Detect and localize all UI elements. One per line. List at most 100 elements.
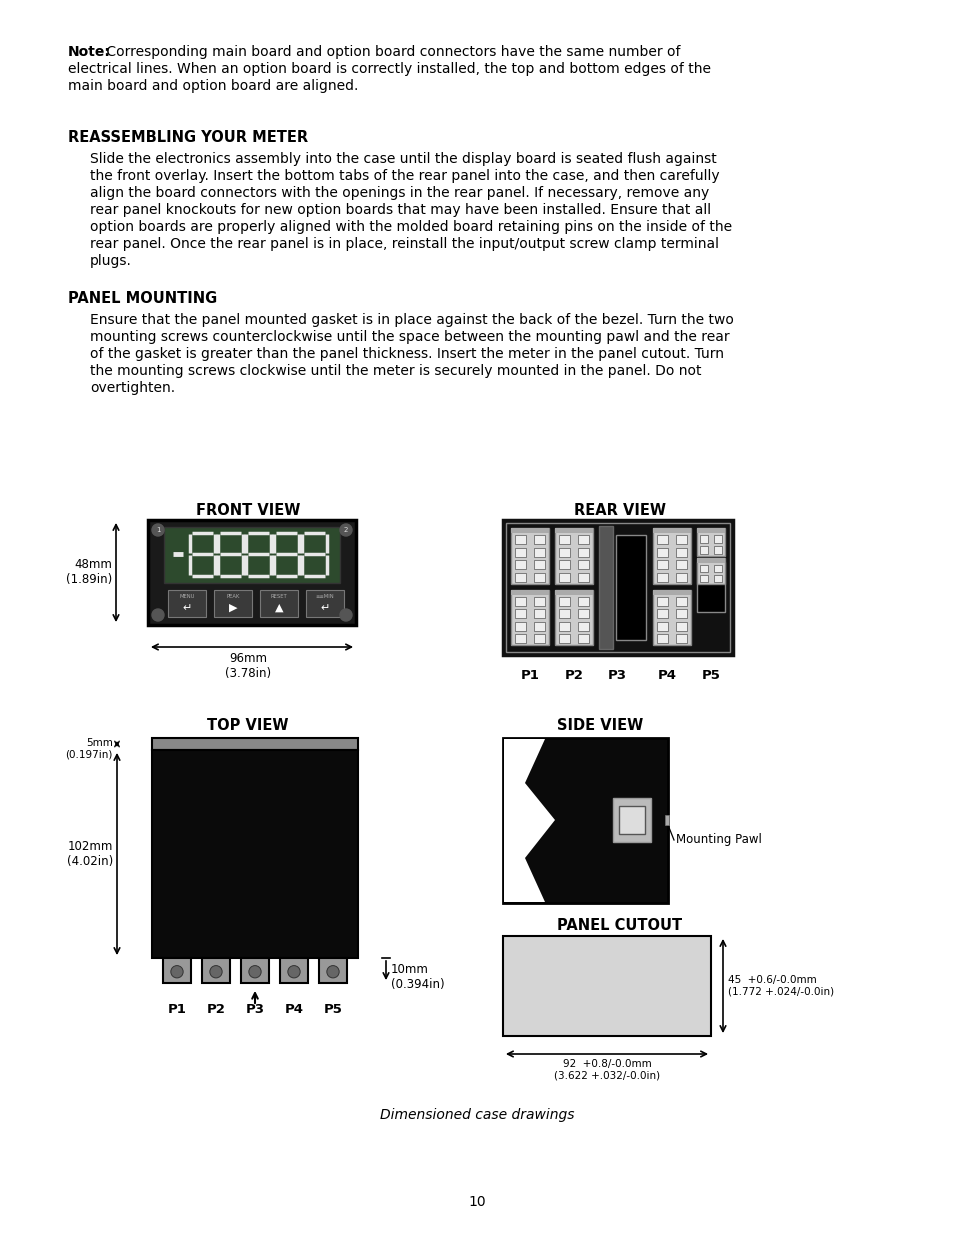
Bar <box>713 546 721 555</box>
Bar <box>697 558 724 563</box>
Bar <box>656 547 667 557</box>
Bar <box>697 529 724 556</box>
Bar <box>656 609 667 619</box>
Bar <box>652 529 690 584</box>
Text: 10: 10 <box>468 1195 485 1209</box>
Bar <box>534 561 544 569</box>
Bar <box>164 527 339 583</box>
Bar <box>511 590 548 595</box>
Text: rear panel. Once the rear panel is in place, reinstall the input/output screw cl: rear panel. Once the rear panel is in pl… <box>90 237 719 251</box>
Bar <box>515 535 526 543</box>
Bar <box>675 622 686 631</box>
Bar <box>515 561 526 569</box>
Text: Slide the electronics assembly into the case until the display board is seated f: Slide the electronics assembly into the … <box>90 152 716 165</box>
Bar <box>558 561 570 569</box>
Text: the front overlay. Insert the bottom tabs of the rear panel into the case, and t: the front overlay. Insert the bottom tab… <box>90 169 719 183</box>
Text: 2: 2 <box>343 527 348 534</box>
Text: 96mm
(3.78in): 96mm (3.78in) <box>225 652 271 680</box>
Text: 45  +0.6/-0.0mm
(1.772 +.024/-0.0in): 45 +0.6/-0.0mm (1.772 +.024/-0.0in) <box>727 976 833 997</box>
Bar <box>700 564 707 572</box>
Bar <box>152 739 357 750</box>
Bar <box>558 547 570 557</box>
Bar <box>618 806 644 834</box>
Text: rear panel knockouts for new option boards that may have been installed. Ensure : rear panel knockouts for new option boar… <box>90 203 710 217</box>
Bar <box>534 622 544 631</box>
Bar <box>616 535 645 640</box>
Text: P3: P3 <box>607 669 626 682</box>
Bar <box>163 958 191 983</box>
Text: 5mm
(0.197in): 5mm (0.197in) <box>66 739 112 760</box>
Bar <box>555 590 593 595</box>
Bar <box>697 558 724 584</box>
Text: Mounting Pawl: Mounting Pawl <box>676 834 761 846</box>
Text: P5: P5 <box>700 669 720 682</box>
Circle shape <box>249 966 261 978</box>
Text: FRONT VIEW: FRONT VIEW <box>195 503 300 517</box>
Text: RESET: RESET <box>271 594 287 599</box>
Text: Corresponding main board and option board connectors have the same number of: Corresponding main board and option boar… <box>102 44 679 59</box>
Bar <box>502 520 732 655</box>
Bar <box>675 597 686 605</box>
Text: PANEL MOUNTING: PANEL MOUNTING <box>68 291 217 306</box>
Bar <box>664 815 668 825</box>
Text: REAR VIEW: REAR VIEW <box>574 503 665 517</box>
Circle shape <box>152 609 164 621</box>
Bar <box>515 609 526 619</box>
Text: SIDE VIEW: SIDE VIEW <box>557 718 642 734</box>
Circle shape <box>171 966 183 978</box>
Bar <box>558 573 570 582</box>
Bar <box>511 529 548 534</box>
Bar <box>502 936 710 1036</box>
Text: Ensure that the panel mounted gasket is in place against the back of the bezel. : Ensure that the panel mounted gasket is … <box>90 312 733 327</box>
Bar <box>148 520 355 625</box>
Text: align the board connectors with the openings in the rear panel. If necessary, re: align the board connectors with the open… <box>90 186 708 200</box>
Bar <box>578 573 589 582</box>
Bar <box>555 529 593 534</box>
Text: Note:: Note: <box>68 44 111 59</box>
Bar <box>700 535 707 542</box>
Bar <box>697 562 724 613</box>
Bar <box>515 622 526 631</box>
Bar <box>700 576 707 583</box>
Bar <box>558 635 570 643</box>
Bar <box>555 529 593 584</box>
Bar <box>578 622 589 631</box>
Bar <box>656 535 667 543</box>
Bar <box>558 535 570 543</box>
Text: 10mm
(0.394in): 10mm (0.394in) <box>391 963 444 990</box>
Bar <box>598 526 613 650</box>
Bar <box>578 535 589 543</box>
Text: TOP VIEW: TOP VIEW <box>207 718 289 734</box>
Bar <box>578 561 589 569</box>
Text: P2: P2 <box>564 669 583 682</box>
Bar <box>534 573 544 582</box>
Text: ↵: ↵ <box>182 603 192 613</box>
Circle shape <box>288 966 300 978</box>
Text: 1: 1 <box>155 527 160 534</box>
Bar <box>675 609 686 619</box>
Bar <box>675 635 686 643</box>
Text: REASSEMBLING YOUR METER: REASSEMBLING YOUR METER <box>68 130 308 144</box>
Bar <box>656 561 667 569</box>
Bar <box>534 547 544 557</box>
Bar <box>656 635 667 643</box>
Bar <box>675 535 686 543</box>
Bar <box>511 529 548 584</box>
Circle shape <box>152 524 164 536</box>
Bar <box>505 522 729 652</box>
Text: PEAK: PEAK <box>226 594 239 599</box>
Text: ↵: ↵ <box>320 603 330 613</box>
Text: electrical lines. When an option board is correctly installed, the top and botto: electrical lines. When an option board i… <box>68 62 710 77</box>
Bar <box>558 622 570 631</box>
Bar <box>558 609 570 619</box>
Text: Dimensioned case drawings: Dimensioned case drawings <box>379 1108 574 1123</box>
Text: option boards are properly aligned with the molded board retaining pins on the i: option boards are properly aligned with … <box>90 220 731 233</box>
Bar <box>502 739 667 903</box>
Text: P4: P4 <box>657 669 676 682</box>
Bar <box>578 547 589 557</box>
Text: plugs.: plugs. <box>90 254 132 268</box>
Bar <box>534 597 544 605</box>
Bar <box>713 535 721 542</box>
Bar <box>260 590 297 618</box>
Bar <box>713 564 721 572</box>
